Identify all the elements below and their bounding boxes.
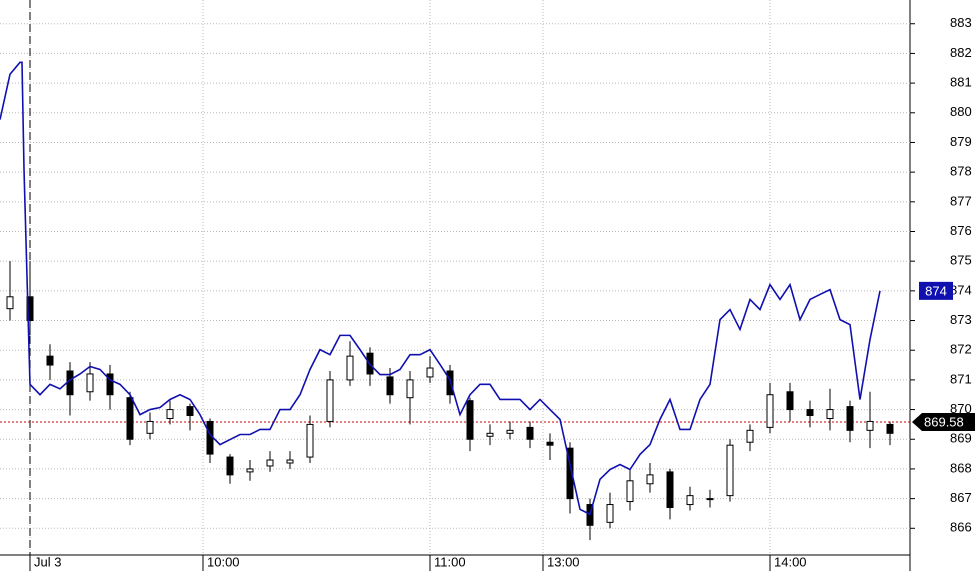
- candle-body: [346, 355, 354, 381]
- candle-body: [206, 420, 214, 455]
- candle-body: [746, 429, 754, 443]
- candle-body: [26, 296, 34, 322]
- x-tick-label: 13:00: [547, 554, 580, 569]
- candle-body: [286, 459, 294, 464]
- y-tick-label: 883: [950, 15, 972, 30]
- y-tick-label: 869: [950, 431, 972, 446]
- x-tick-label: 14:00: [774, 554, 807, 569]
- x-tick-label: 10:00: [207, 554, 240, 569]
- y-tick-label: 872: [950, 342, 972, 357]
- y-tick-label: 870: [950, 401, 972, 416]
- y-tick-label: 867: [950, 490, 972, 505]
- y-tick-label: 881: [950, 75, 972, 90]
- reference-label: 869.58: [924, 414, 964, 429]
- candle-body: [826, 409, 834, 419]
- candle-body: [166, 409, 174, 419]
- x-tick-label: Jul 3: [34, 554, 61, 569]
- candle-body: [66, 370, 74, 396]
- candle-body: [766, 394, 774, 428]
- candle-body: [126, 397, 134, 440]
- candle-body: [866, 420, 874, 431]
- candle-body: [106, 373, 114, 396]
- last-value-label: 874: [925, 283, 947, 298]
- reference-tag: [912, 413, 975, 432]
- candle-body: [846, 406, 854, 431]
- candle-body: [606, 504, 614, 523]
- candle-body: [706, 498, 714, 501]
- y-tick-label: 866: [950, 520, 972, 535]
- candle-body: [466, 400, 474, 440]
- candle-body: [266, 459, 274, 467]
- y-tick-label: 878: [950, 164, 972, 179]
- candle-body: [146, 420, 154, 434]
- y-tick-label: 874: [950, 282, 972, 297]
- candle-body: [686, 495, 694, 506]
- candle-body: [566, 447, 574, 500]
- candle-body: [186, 406, 194, 417]
- candle-body: [486, 432, 494, 437]
- candle-body: [506, 429, 514, 434]
- y-tick-label: 868: [950, 460, 972, 475]
- price-line: [0, 61, 881, 516]
- candle-body: [726, 444, 734, 497]
- candle-body: [546, 441, 554, 446]
- candle-body: [306, 423, 314, 458]
- y-tick-label: 879: [950, 134, 972, 149]
- candle-body: [406, 379, 414, 399]
- candle-body: [446, 370, 454, 396]
- candle-body: [46, 355, 54, 366]
- last-value-tag: [919, 281, 953, 300]
- y-tick-label: 880: [950, 104, 972, 119]
- candle-body: [246, 468, 254, 473]
- candle-body: [326, 379, 334, 422]
- candle-body: [646, 474, 654, 485]
- x-tick-label: 11:00: [434, 554, 466, 569]
- candle-body: [226, 456, 234, 476]
- candle-body: [626, 480, 634, 503]
- y-tick-label: 871: [950, 371, 972, 386]
- candle-body: [806, 409, 814, 417]
- candle-body: [386, 376, 394, 396]
- y-tick-label: 873: [950, 312, 972, 327]
- candle-body: [786, 391, 794, 411]
- y-tick-label: 882: [950, 45, 972, 60]
- candle-body: [426, 367, 434, 378]
- candle-body: [526, 426, 534, 440]
- candle-body: [86, 373, 94, 393]
- y-tick-label: 875: [950, 253, 972, 268]
- candle-body: [6, 296, 14, 310]
- y-tick-label: 877: [950, 193, 972, 208]
- candle-body: [886, 423, 894, 434]
- y-tick-label: 876: [950, 223, 972, 238]
- candle-body: [666, 471, 674, 509]
